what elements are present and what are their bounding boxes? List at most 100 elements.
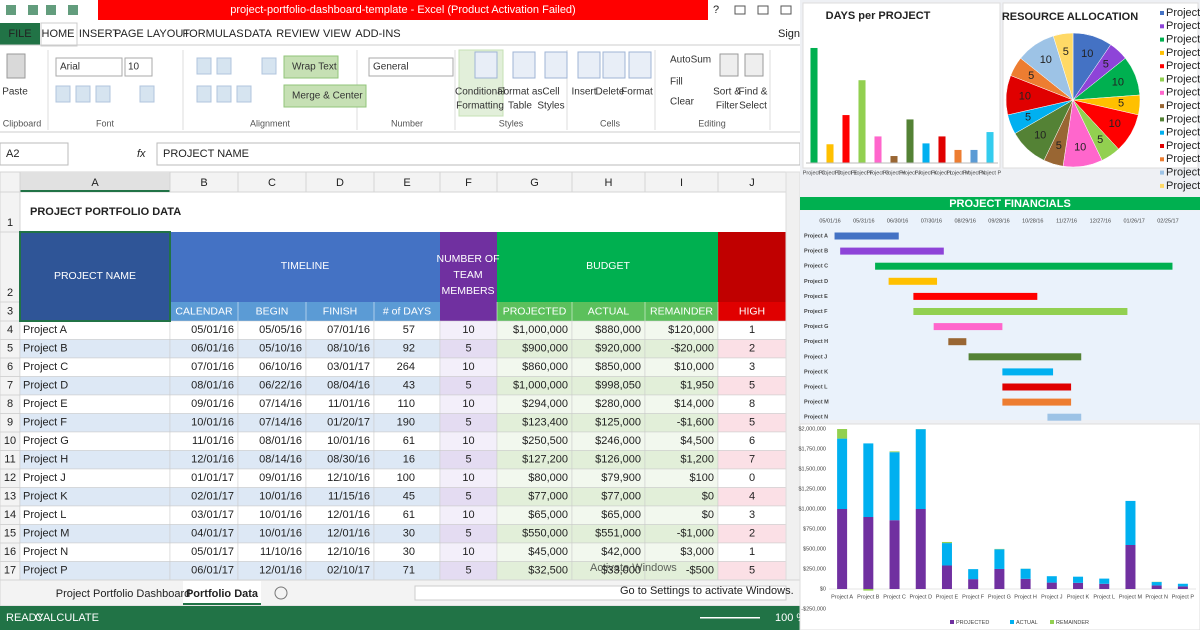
row-number[interactable]: 1 <box>7 217 13 229</box>
ribbon-tab[interactable]: ADD-INS <box>355 28 400 40</box>
column-letter[interactable]: D <box>336 177 344 189</box>
cell-text[interactable]: $77,000 <box>601 491 641 503</box>
format-icon[interactable] <box>216 85 232 103</box>
cell-text[interactable]: 5 <box>465 343 471 355</box>
cell-text[interactable]: $900,000 <box>522 343 568 355</box>
row-number[interactable]: 13 <box>4 491 16 503</box>
cell-text[interactable]: $32,500 <box>528 565 568 577</box>
cell-text[interactable]: $998,050 <box>595 380 641 392</box>
row-number[interactable]: 14 <box>4 509 16 521</box>
ribbon-button[interactable]: Table <box>508 101 532 112</box>
cell-text[interactable]: 03/01/17 <box>191 509 234 521</box>
ribbon-button[interactable]: Cell <box>542 87 559 98</box>
cell-text[interactable]: 10 <box>462 472 474 484</box>
cell-text[interactable]: 01/20/17 <box>327 417 370 429</box>
cell-text[interactable]: 04/01/17 <box>191 528 234 540</box>
cell-text[interactable]: 30 <box>403 546 415 558</box>
cell-text[interactable]: 10/01/16 <box>191 417 234 429</box>
cell-text[interactable]: 10 <box>462 324 474 336</box>
cell-text[interactable]: 10 <box>462 398 474 410</box>
ribbon-button[interactable]: Paste <box>2 87 28 98</box>
cell-text[interactable]: Project M <box>23 528 69 540</box>
cell-text[interactable]: $1,000,000 <box>513 380 568 392</box>
cell-text[interactable]: 12/01/16 <box>327 528 370 540</box>
ribbon-tab[interactable]: INSERT <box>79 28 119 40</box>
cell-text[interactable]: 7 <box>749 454 755 466</box>
format-icon[interactable] <box>95 85 111 103</box>
font-size[interactable]: 10 <box>128 62 140 73</box>
cell-text[interactable]: 10/01/16 <box>259 491 302 503</box>
row-number[interactable]: 6 <box>7 361 13 373</box>
column-letter[interactable]: G <box>530 177 539 189</box>
cell-text[interactable]: $551,000 <box>595 528 641 540</box>
ribbon-button[interactable]: Select <box>739 101 767 112</box>
cell-text[interactable]: 92 <box>403 343 415 355</box>
cell-text[interactable]: $1,950 <box>680 380 714 392</box>
cell-text[interactable]: Project L <box>23 509 66 521</box>
cell-text[interactable]: 5 <box>749 565 755 577</box>
cell-text[interactable]: $120,000 <box>668 324 714 336</box>
row-number[interactable]: 4 <box>7 324 13 336</box>
cell-text[interactable]: 190 <box>397 417 415 429</box>
format-icon[interactable] <box>139 85 155 103</box>
cell-text[interactable]: $123,400 <box>522 417 568 429</box>
cell-text[interactable]: $0 <box>702 509 714 521</box>
cell-text[interactable]: 12/01/16 <box>327 509 370 521</box>
ribbon-button[interactable]: Find & <box>739 87 768 98</box>
cell-text[interactable]: 6 <box>749 435 755 447</box>
quick-access-icon[interactable] <box>46 5 56 15</box>
cell-text[interactable]: $79,900 <box>601 472 641 484</box>
ribbon-button[interactable]: Sort & <box>713 87 741 98</box>
maximize[interactable] <box>757 5 769 15</box>
ribbon-button[interactable]: AutoSum <box>670 55 711 66</box>
cell-text[interactable]: $850,000 <box>595 361 641 373</box>
cell-text[interactable]: 12/10/16 <box>327 472 370 484</box>
wrap-text-highlight[interactable] <box>283 55 339 79</box>
cell-text[interactable]: Project P <box>23 565 68 577</box>
cell-text[interactable]: $126,000 <box>595 454 641 466</box>
cell-text[interactable]: Project N <box>23 546 68 558</box>
cell-text[interactable]: $550,000 <box>522 528 568 540</box>
cell-text[interactable]: 12/10/16 <box>327 546 370 558</box>
quick-access-icon[interactable] <box>6 5 16 15</box>
cell-text[interactable]: 3 <box>749 361 755 373</box>
format-icon[interactable] <box>216 57 232 75</box>
column-letter[interactable]: B <box>200 177 207 189</box>
cell-text[interactable]: 10/01/16 <box>259 528 302 540</box>
cell-text[interactable]: 08/04/16 <box>327 380 370 392</box>
cell-text[interactable]: $860,000 <box>522 361 568 373</box>
cell-text[interactable]: 5 <box>465 380 471 392</box>
cell-text[interactable]: $0 <box>702 491 714 503</box>
cell-text[interactable]: $250,500 <box>522 435 568 447</box>
cell-text[interactable]: 07/14/16 <box>259 398 302 410</box>
cell-text[interactable]: 06/22/16 <box>259 380 302 392</box>
cell-text[interactable]: 06/10/16 <box>259 361 302 373</box>
cell-text[interactable]: 07/01/16 <box>191 361 234 373</box>
horizontal-scrollbar[interactable] <box>414 585 787 601</box>
cell-text[interactable]: 08/30/16 <box>327 454 370 466</box>
cell-text[interactable]: $42,000 <box>601 546 641 558</box>
cell-text[interactable]: 11/01/16 <box>192 435 234 447</box>
close[interactable] <box>780 5 792 15</box>
cell-text[interactable]: 5 <box>465 565 471 577</box>
home-tab[interactable] <box>40 22 78 47</box>
format-icon[interactable] <box>196 85 212 103</box>
cell-text[interactable]: 05/05/16 <box>259 324 302 336</box>
cell-text[interactable]: 07/14/16 <box>259 417 302 429</box>
cell-text[interactable]: $10,000 <box>674 361 714 373</box>
font-name[interactable]: Arial <box>60 62 80 73</box>
cell-text[interactable]: 10 <box>462 546 474 558</box>
row-number[interactable]: 15 <box>4 528 16 540</box>
row-number[interactable]: 10 <box>4 435 16 447</box>
button-icon[interactable] <box>544 51 568 79</box>
cell-text[interactable]: 10 <box>462 435 474 447</box>
cell-text[interactable]: 5 <box>465 454 471 466</box>
cell-text[interactable]: 11/10/16 <box>260 546 302 558</box>
cell-text[interactable]: 06/01/16 <box>191 343 234 355</box>
ribbon-button[interactable]: Clear <box>670 97 695 108</box>
cell-text[interactable]: 8 <box>749 398 755 410</box>
column-letter[interactable]: J <box>749 177 755 189</box>
cell-text[interactable]: -$500 <box>686 565 714 577</box>
column-letter[interactable]: I <box>680 177 683 189</box>
cell-text[interactable]: $45,000 <box>528 546 568 558</box>
